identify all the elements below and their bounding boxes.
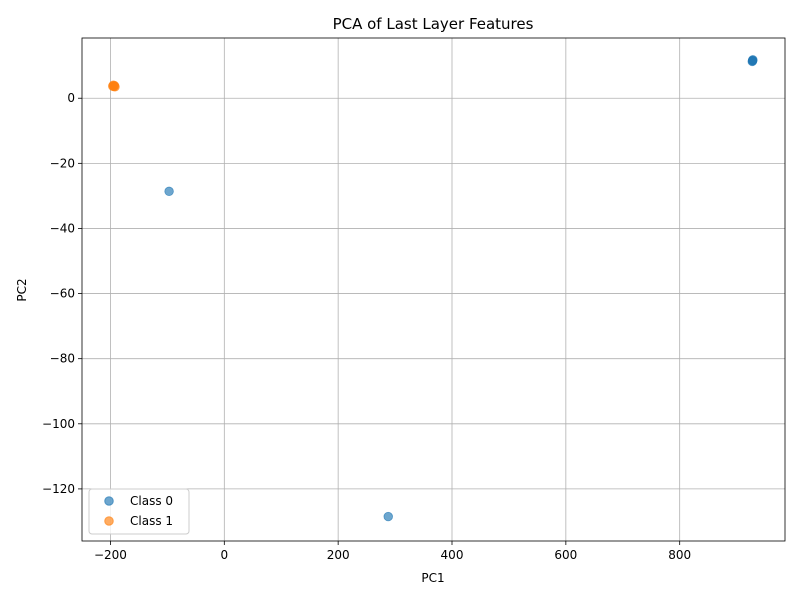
legend-entry-label: Class 0 (130, 494, 173, 508)
y-axis-label: PC2 (15, 278, 29, 301)
y-axis-ticks: −120 −100 −80 −60 −40 −20 0 (42, 91, 82, 496)
legend-box (88, 488, 190, 535)
x-tick-label: 400 (441, 548, 464, 562)
x-tick-label: 0 (220, 548, 228, 562)
y-tick-label: −120 (42, 482, 75, 496)
x-tick-label: 200 (327, 548, 350, 562)
legend-marker (104, 496, 114, 506)
data-point-class-0 (383, 511, 393, 522)
legend-entry-label: Class 1 (130, 514, 173, 528)
x-axis-label: PC1 (421, 571, 444, 585)
chart-title: PCA of Last Layer Features (333, 15, 534, 33)
data-point-class-0 (747, 55, 758, 66)
y-tick-label: −40 (50, 221, 75, 235)
y-tick-label: 0 (67, 91, 75, 105)
x-tick-label: 800 (668, 548, 691, 562)
x-tick-label: −200 (94, 548, 127, 562)
plot-frame (81, 37, 786, 542)
legend-marker (104, 516, 114, 526)
data-points (108, 55, 758, 522)
x-tick-label: 600 (554, 548, 577, 562)
grid-lines (82, 38, 785, 541)
y-tick-label: −80 (50, 352, 75, 366)
data-point-class-1 (110, 82, 120, 92)
y-tick-label: −20 (50, 156, 75, 170)
data-point-class-0 (164, 186, 174, 197)
x-axis-ticks: −200 0 200 400 600 800 (94, 541, 691, 562)
y-tick-label: −100 (42, 417, 75, 431)
legend: Class 0 Class 1 (88, 488, 190, 535)
y-tick-label: −60 (50, 287, 75, 301)
